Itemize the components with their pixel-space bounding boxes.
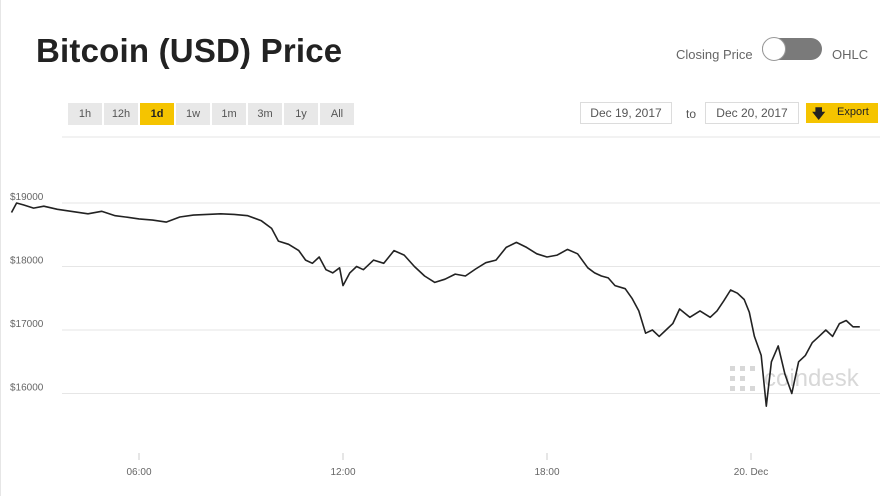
price-line-series bbox=[10, 202, 860, 408]
x-tick-label: 20. Dec bbox=[734, 467, 768, 478]
x-axis-ticks bbox=[138, 453, 752, 460]
time-range-selector: 1h 12h 1d 1w 1m 3m 1y All bbox=[68, 103, 354, 125]
export-label: Export bbox=[837, 106, 869, 118]
date-range-to-label: to bbox=[686, 107, 697, 121]
x-tick-label: 12:00 bbox=[330, 467, 355, 478]
closing-price-label: Closing Price bbox=[676, 47, 753, 62]
download-arrow-icon: 🡇 bbox=[812, 106, 826, 121]
y-tick-label: $18000 bbox=[10, 256, 44, 267]
left-border bbox=[0, 0, 1, 496]
range-button-1m[interactable]: 1m bbox=[212, 103, 246, 125]
x-axis-labels: 06:00 12:00 18:00 20. Dec bbox=[126, 467, 768, 478]
price-mode-toggle[interactable] bbox=[762, 37, 822, 61]
range-button-all[interactable]: All bbox=[320, 103, 354, 125]
date-to-input[interactable]: Dec 20, 2017 bbox=[705, 102, 799, 124]
date-from-input[interactable]: Dec 19, 2017 bbox=[580, 102, 672, 124]
y-tick-label: $16000 bbox=[10, 383, 44, 394]
x-tick-label: 06:00 bbox=[126, 467, 151, 478]
ohlc-label: OHLC bbox=[832, 47, 869, 62]
coindesk-watermark: coindesk bbox=[730, 365, 860, 392]
price-mode-toggle-group: Closing Price OHLC bbox=[660, 37, 880, 62]
range-button-1d[interactable]: 1d bbox=[140, 103, 174, 125]
watermark-text: coindesk bbox=[764, 365, 860, 392]
page-title: Bitcoin (USD) Price bbox=[36, 32, 343, 69]
range-button-1w[interactable]: 1w bbox=[176, 103, 210, 125]
range-button-3m[interactable]: 3m bbox=[248, 103, 282, 125]
y-tick-label: $17000 bbox=[10, 319, 44, 330]
y-tick-label: $19000 bbox=[10, 192, 44, 203]
coindesk-logo-icon bbox=[730, 366, 755, 391]
range-button-1h[interactable]: 1h bbox=[68, 103, 102, 125]
chart-gridlines bbox=[62, 202, 880, 394]
range-button-12h[interactable]: 12h bbox=[104, 103, 138, 125]
x-tick-label: 18:00 bbox=[534, 467, 559, 478]
export-button[interactable]: 🡇 Export bbox=[806, 103, 878, 123]
toggle-knob[interactable] bbox=[762, 37, 786, 61]
range-button-1y[interactable]: 1y bbox=[284, 103, 318, 125]
y-axis-labels: $19000 $18000 $17000 $16000 bbox=[10, 192, 44, 394]
